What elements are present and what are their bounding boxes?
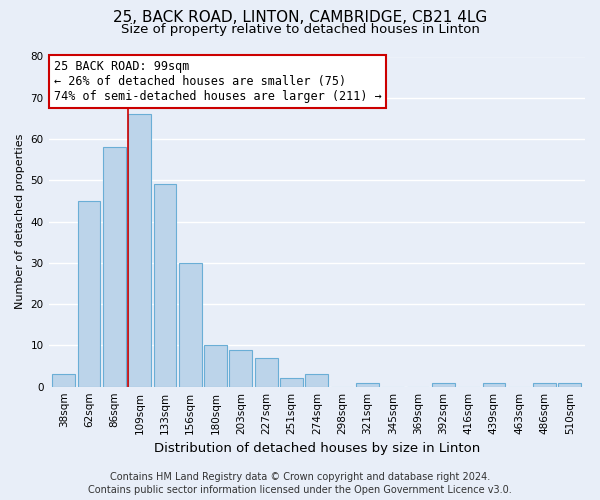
Bar [482,382,505,386]
Y-axis label: Number of detached properties: Number of detached properties [15,134,25,310]
Bar [103,148,126,386]
Bar [305,374,328,386]
Bar [154,184,176,386]
Bar [356,382,379,386]
Bar [280,378,303,386]
Bar [204,346,227,387]
Text: Contains HM Land Registry data © Crown copyright and database right 2024.
Contai: Contains HM Land Registry data © Crown c… [88,472,512,495]
Bar [128,114,151,386]
Bar [229,350,252,387]
Text: 25, BACK ROAD, LINTON, CAMBRIDGE, CB21 4LG: 25, BACK ROAD, LINTON, CAMBRIDGE, CB21 4… [113,10,487,25]
Bar [559,382,581,386]
Bar [77,201,100,386]
Bar [179,263,202,386]
Bar [533,382,556,386]
Bar [52,374,75,386]
Text: 25 BACK ROAD: 99sqm
← 26% of detached houses are smaller (75)
74% of semi-detach: 25 BACK ROAD: 99sqm ← 26% of detached ho… [54,60,382,103]
Bar [255,358,278,386]
Bar [432,382,455,386]
X-axis label: Distribution of detached houses by size in Linton: Distribution of detached houses by size … [154,442,480,455]
Text: Size of property relative to detached houses in Linton: Size of property relative to detached ho… [121,22,479,36]
